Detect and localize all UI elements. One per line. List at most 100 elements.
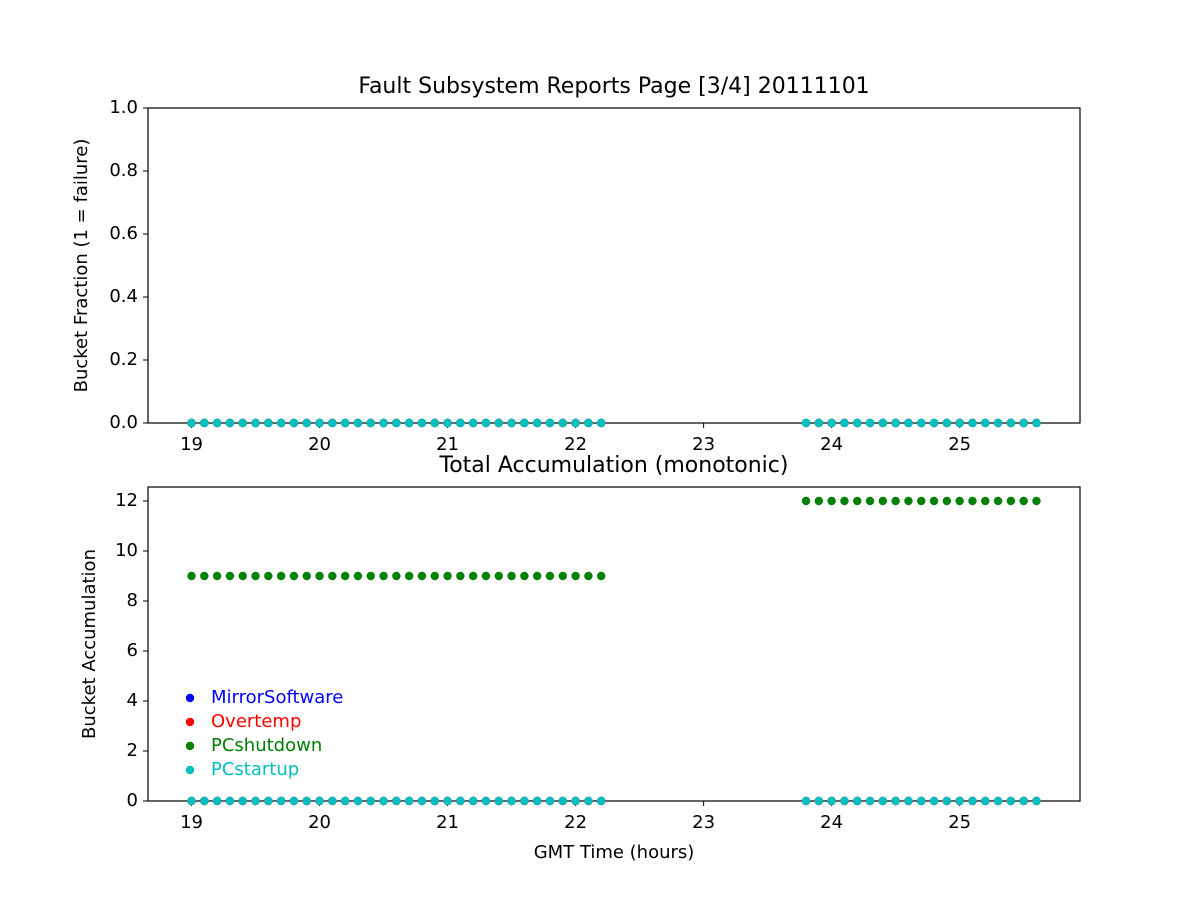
- point: [840, 418, 849, 428]
- point: [1019, 496, 1028, 506]
- point: [545, 418, 555, 428]
- point: [430, 796, 439, 806]
- point: [545, 571, 555, 581]
- point: [187, 418, 196, 428]
- point: [379, 418, 388, 428]
- point: [238, 571, 247, 581]
- point: [417, 796, 427, 806]
- x-tick-label: 24: [820, 812, 843, 833]
- legend-label: PCstartup: [211, 759, 299, 780]
- point: [584, 418, 593, 428]
- chart-title: Fault Subsystem Reports Page [3/4] 20111…: [358, 74, 869, 99]
- point: [212, 571, 222, 581]
- point: [456, 796, 465, 806]
- point: [328, 571, 337, 581]
- y-tick-label: 0: [127, 790, 138, 811]
- point: [558, 571, 567, 581]
- point: [481, 418, 491, 428]
- point: [571, 571, 580, 581]
- point: [571, 796, 580, 806]
- point: [494, 418, 503, 428]
- legend-label: PCshutdown: [211, 735, 322, 756]
- x-tick-label: 22: [564, 434, 587, 455]
- point: [276, 418, 286, 428]
- point: [264, 796, 273, 806]
- point: [353, 418, 363, 428]
- point: [430, 571, 439, 581]
- point: [430, 418, 439, 428]
- point: [417, 571, 427, 581]
- point: [532, 571, 542, 581]
- point: [340, 571, 350, 581]
- point: [353, 571, 363, 581]
- point: [328, 796, 337, 806]
- point: [289, 571, 299, 581]
- point: [353, 796, 363, 806]
- point: [968, 496, 977, 506]
- point: [968, 796, 977, 806]
- y-axis-label: Bucket Fraction (1 = failure): [71, 139, 92, 393]
- point: [891, 496, 900, 506]
- point: [1019, 418, 1028, 428]
- x-axis-label: GMT Time (hours): [534, 842, 695, 863]
- point: [942, 418, 952, 428]
- point: [289, 796, 299, 806]
- point: [494, 796, 503, 806]
- point: [520, 571, 529, 581]
- point: [404, 571, 414, 581]
- point: [443, 796, 452, 806]
- point: [328, 418, 337, 428]
- point: [878, 796, 888, 806]
- x-tick-label: 23: [692, 434, 715, 455]
- point: [392, 418, 401, 428]
- point: [1006, 796, 1016, 806]
- point: [1019, 796, 1028, 806]
- y-tick-label: 0.4: [109, 286, 138, 307]
- point: [853, 496, 862, 506]
- point: [801, 796, 811, 806]
- point: [456, 418, 465, 428]
- point: [981, 496, 990, 506]
- point: [443, 571, 452, 581]
- point: [584, 796, 593, 806]
- point: [993, 796, 1003, 806]
- point: [507, 418, 516, 428]
- point: [955, 418, 964, 428]
- point: [981, 796, 990, 806]
- x-tick-label: 21: [436, 812, 459, 833]
- point: [558, 418, 567, 428]
- point: [968, 418, 977, 428]
- point: [929, 796, 939, 806]
- point: [225, 418, 235, 428]
- point: [315, 796, 324, 806]
- point: [238, 418, 247, 428]
- point: [814, 418, 824, 428]
- point: [302, 418, 311, 428]
- point: [993, 496, 1003, 506]
- point: [315, 571, 324, 581]
- y-tick-label: 6: [127, 640, 138, 661]
- point: [212, 796, 222, 806]
- x-tick-label: 22: [564, 812, 587, 833]
- x-tick-label: 24: [820, 434, 843, 455]
- point: [878, 418, 888, 428]
- y-axis-label: Bucket Accumulation: [79, 549, 100, 739]
- point: [507, 571, 516, 581]
- point: [187, 571, 196, 581]
- y-tick-label: 0.0: [109, 412, 138, 433]
- point: [366, 796, 375, 806]
- point: [212, 418, 222, 428]
- point: [251, 418, 260, 428]
- point: [276, 796, 286, 806]
- y-tick-label: 0.6: [109, 223, 138, 244]
- point: [801, 496, 811, 506]
- point: [917, 496, 926, 506]
- point: [853, 796, 862, 806]
- point: [225, 796, 235, 806]
- point: [904, 496, 913, 506]
- point: [264, 418, 273, 428]
- point: [264, 571, 273, 581]
- point: [404, 796, 414, 806]
- point: [251, 796, 260, 806]
